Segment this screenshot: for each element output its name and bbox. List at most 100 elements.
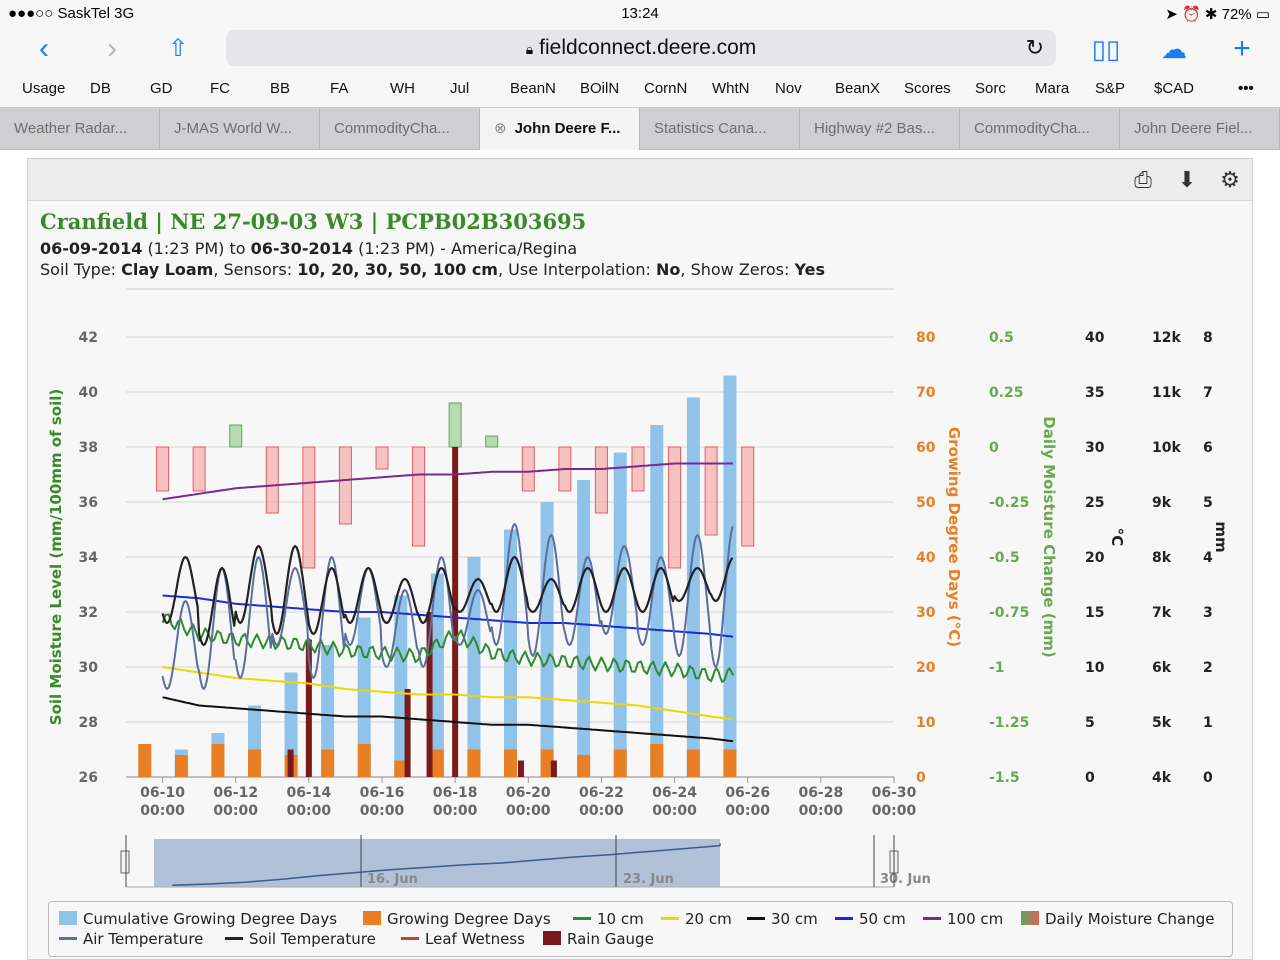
bookmark-19[interactable]: $CAD [1154, 80, 1195, 97]
bookmark-1[interactable]: Usage [22, 80, 66, 97]
url-text: fieldconnect.deere.com [539, 36, 757, 59]
y-tick-temp: 40 [1085, 330, 1105, 346]
bookmark-18[interactable]: S&P [1095, 80, 1126, 97]
bookmark-14[interactable]: BeanX [835, 80, 881, 97]
legend-swatch [573, 917, 591, 920]
bookmark-11[interactable]: CornN [644, 80, 688, 97]
legend-item[interactable]: Cumulative Growing Degree Days [59, 910, 337, 928]
y-tick-rain: 6 [1203, 440, 1213, 456]
bookmark-8[interactable]: Jul [450, 80, 470, 97]
browser-tab-2[interactable]: J-MAS World W... [160, 108, 320, 150]
forward-icon[interactable]: › [107, 32, 117, 65]
settings-gear-icon[interactable]: ⚙ [1220, 167, 1240, 192]
legend-item[interactable]: Rain Gauge [543, 930, 654, 948]
y-tick-gdd: 40 [916, 550, 936, 566]
y-tick-gdd: 20 [916, 660, 936, 676]
zeros-value: Yes [794, 260, 825, 279]
soil-temperature-line [161, 544, 734, 647]
interp-label: Use Interpolation: [508, 260, 651, 279]
bookmark-12[interactable]: WhtN [712, 80, 750, 97]
soil-moisture-30cm-line [162, 696, 734, 743]
legend-swatch [835, 917, 853, 920]
gdd-bar [577, 755, 591, 777]
y-tick-leaf: 10k [1152, 440, 1181, 456]
x-tick-date: 06-16 [360, 785, 405, 801]
moisture-change-bar [265, 446, 279, 514]
battery-status: ➤ ⏰ ✱ 72% ▭ [1165, 6, 1270, 23]
rain-gauge-bar [404, 689, 411, 777]
print-icon[interactable]: ⎙ [1134, 167, 1152, 192]
y-tick-temp: 5 [1085, 715, 1095, 731]
bookmark-9[interactable]: BeanN [510, 80, 556, 97]
more-bookmarks-icon[interactable]: ••• [1238, 80, 1254, 97]
legend-item[interactable]: 30 cm [747, 910, 818, 928]
browser-tab-5[interactable]: Statistics Cana... [640, 108, 800, 150]
bookmark-7[interactable]: WH [390, 80, 415, 97]
bookmark-17[interactable]: Mara [1035, 80, 1070, 97]
cumulative-gdd-bar [650, 425, 664, 777]
soil-type-value: Clay Loam [121, 260, 214, 279]
legend-item[interactable]: Soil Temperature [225, 930, 376, 948]
y-tick-temp: 15 [1085, 605, 1104, 621]
close-tab-icon[interactable]: ⊗ [494, 120, 507, 137]
tab-label: CommodityCha... [334, 120, 450, 137]
date-to-word: to [229, 239, 246, 258]
y-tick-leaf: 12k [1152, 330, 1181, 346]
legend-item[interactable]: Leaf Wetness [401, 930, 525, 948]
browser-tab-1[interactable]: Weather Radar... [0, 108, 160, 150]
y-tick-temp: 35 [1085, 385, 1104, 401]
legend-item[interactable]: Air Temperature [59, 930, 203, 948]
bookmark-2[interactable]: DB [90, 80, 111, 97]
bookmarks-icon[interactable]: ▯▯ [1091, 34, 1121, 64]
browser-toolbar: ‹ › ⇧ 🔒︎ fieldconnect.deere.com ↻ ▯▯ ☁ + [0, 28, 1280, 70]
y-tick-gdd: 10 [916, 715, 936, 731]
y-tick-moisture: 40 [79, 385, 99, 401]
bookmark-16[interactable]: Sorc [975, 80, 1006, 97]
bookmark-3[interactable]: GD [150, 80, 173, 97]
cloud-tabs-icon[interactable]: ☁ [1161, 34, 1187, 64]
browser-tab-6[interactable]: Highway #2 Bas... [800, 108, 960, 150]
bookmark-5[interactable]: BB [270, 80, 291, 97]
legend-item[interactable]: 50 cm [835, 910, 906, 928]
browser-tab-4[interactable]: ⊗ John Deere F... [480, 108, 640, 150]
legend-item[interactable]: 100 cm [923, 910, 1003, 928]
x-tick-time: 00:00 [287, 803, 332, 819]
bookmark-6[interactable]: FA [330, 80, 349, 97]
y-tick-moisture-change: 0.25 [989, 385, 1024, 401]
download-icon[interactable]: ⬇ [1177, 167, 1197, 192]
address-bar[interactable]: 🔒︎ fieldconnect.deere.com ↻ [226, 30, 1056, 66]
legend-item[interactable]: 10 cm [573, 910, 644, 928]
back-icon[interactable]: ‹ [39, 32, 49, 65]
bookmark-10[interactable]: BOilN [580, 80, 620, 97]
rain-gauge-bar [550, 760, 557, 777]
legend-swatch [59, 937, 77, 940]
gdd-bar [138, 744, 152, 777]
share-icon[interactable]: ⇧ [167, 35, 189, 62]
browser-tab-7[interactable]: CommodityCha... [960, 108, 1120, 150]
bookmark-13[interactable]: Nov [775, 80, 802, 97]
y-axis-title-temp: °C [1108, 528, 1126, 547]
x-tick-time: 00:00 [652, 803, 697, 819]
y-tick-moisture: 34 [79, 550, 99, 566]
gdd-bar [430, 749, 444, 777]
browser-tab-8[interactable]: John Deere Fiel... [1120, 108, 1280, 150]
bookmark-4[interactable]: FC [210, 80, 230, 97]
sensor-chart[interactable]: 26283032343638404201020304050607080-1.5-… [28, 159, 1252, 899]
sensors-value: 10, 20, 30, 50, 100 cm [297, 260, 498, 279]
legend-item[interactable]: 20 cm [661, 910, 732, 928]
legend-item[interactable]: Growing Degree Days [363, 910, 551, 928]
y-tick-moisture: 30 [79, 660, 99, 676]
legend-item[interactable]: Daily Moisture Change [1021, 910, 1214, 928]
browser-tab-3[interactable]: CommodityCha... [320, 108, 480, 150]
cumulative-gdd-bar [613, 452, 627, 777]
gdd-bar [321, 749, 335, 777]
bookmark-15[interactable]: Scores [904, 80, 951, 97]
clock: 13:24 [621, 5, 659, 22]
moisture-change-bar [704, 446, 718, 536]
y-tick-leaf: 6k [1152, 660, 1172, 676]
new-tab-icon[interactable]: + [1233, 32, 1251, 65]
y-tick-leaf: 9k [1152, 495, 1172, 511]
reload-icon[interactable]: ↻ [1025, 35, 1044, 60]
navigator-date-label: 23. Jun [623, 872, 674, 887]
y-tick-gdd: 0 [916, 770, 926, 786]
